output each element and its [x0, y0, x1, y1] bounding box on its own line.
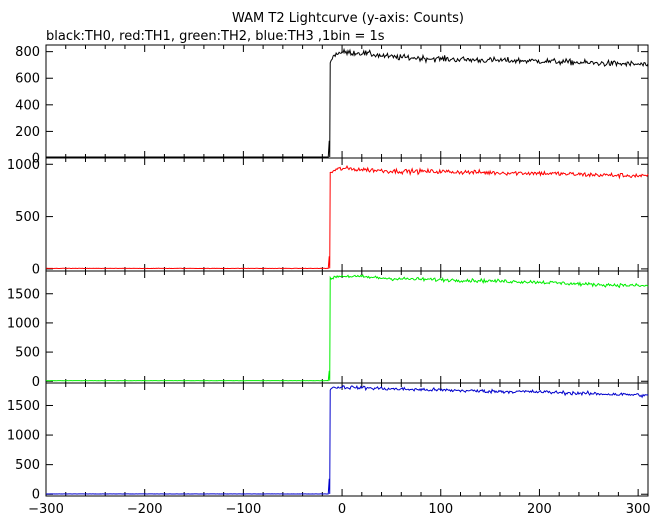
y-tick-label: 0 — [32, 488, 40, 503]
x-tick-label: −200 — [127, 502, 163, 515]
panel-th0: 0 200 400 600 800 — [15, 44, 649, 167]
panel-frame — [45, 382, 649, 497]
y-tick-label: 1500 — [7, 399, 40, 414]
x-tick-label: 300 — [626, 502, 651, 515]
y-tick-label: 1500 — [7, 287, 40, 302]
x-tick-label: 100 — [428, 502, 453, 515]
x-tick-label: −100 — [226, 502, 262, 515]
y-tick-label: 600 — [15, 72, 40, 87]
y-tick-label: 0 — [32, 262, 40, 277]
series-th3 — [46, 384, 649, 495]
panel-th2: 0 500 1000 1500 — [7, 270, 649, 390]
y-tick-label: 500 — [15, 458, 40, 473]
panel-frame — [45, 44, 649, 159]
chart-title: WAM T2 Lightcurve (y-axis: Counts) — [232, 11, 464, 26]
panel-th3: 0 500 1000 1500 — [7, 382, 649, 503]
panels-group: 0200400600800050010000500100015000500100… — [7, 44, 651, 517]
y-tick-label: 1000 — [7, 316, 40, 331]
panel-frame — [45, 157, 649, 272]
y-tick-label: 500 — [15, 346, 40, 361]
panel-frame — [45, 270, 649, 384]
y-tick-label: 0 — [32, 152, 40, 167]
y-tick-label: 500 — [15, 210, 40, 225]
series-th1 — [45, 165, 649, 270]
y-tick-label: 200 — [15, 125, 40, 140]
y-tick-label: 800 — [15, 45, 40, 60]
x-tick-label: −300 — [28, 502, 64, 515]
x-tick-label: 200 — [527, 502, 552, 515]
panel-th1: 0 500 1000 — [7, 157, 649, 277]
y-tick-label: 400 — [15, 98, 40, 113]
y-tick-label: 0 — [32, 375, 40, 390]
x-tick-label: 0 — [338, 502, 346, 515]
chart-subtitle: black:TH0, red:TH1, green:TH2, blue:TH3 … — [46, 29, 385, 44]
y-tick-label: 1000 — [7, 429, 40, 444]
y-tick-label: 1000 — [7, 158, 40, 173]
series-th2 — [45, 274, 649, 382]
series-th0 — [46, 47, 649, 158]
